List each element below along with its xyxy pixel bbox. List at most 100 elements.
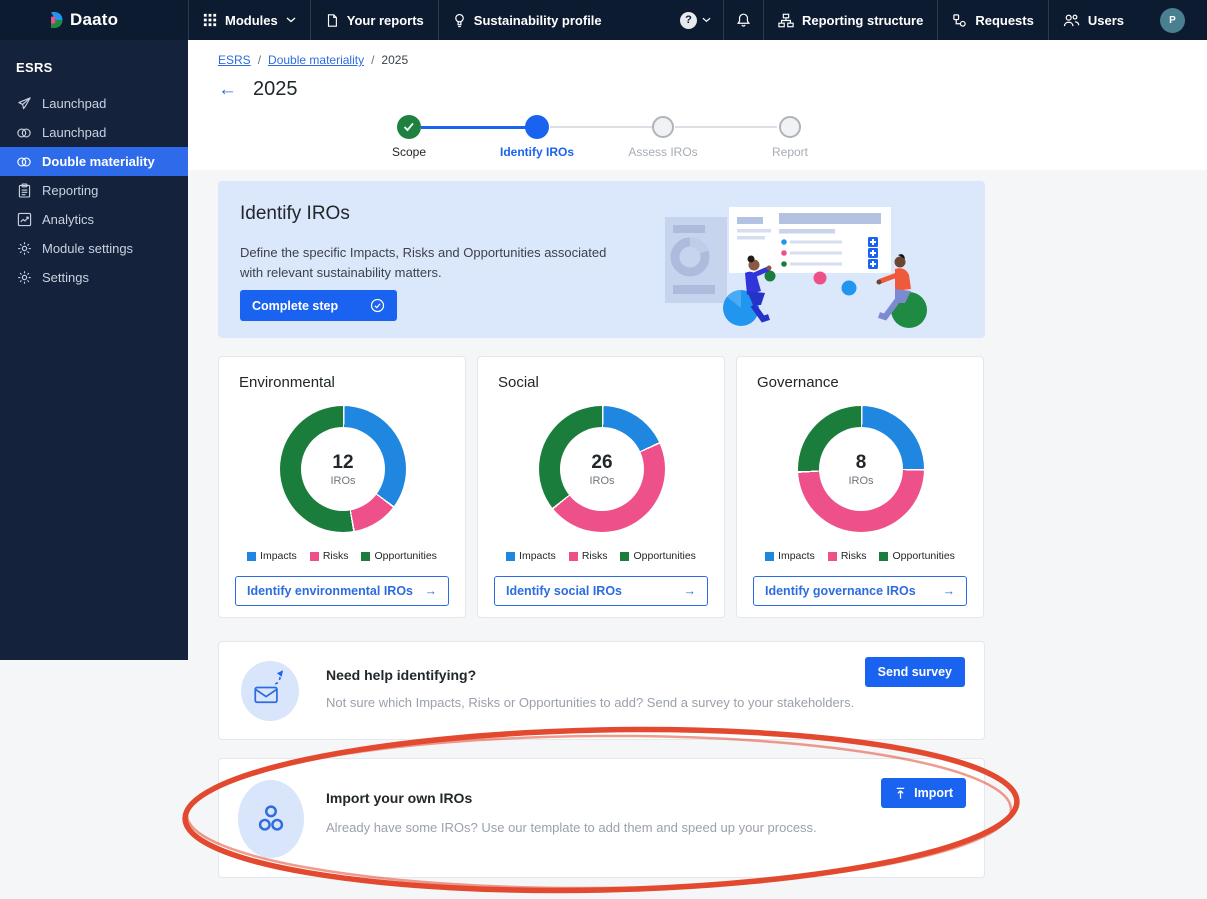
nav-users[interactable]: Users (1047, 0, 1138, 40)
identify-environmental-iros-button[interactable]: Identify environmental IROs → (235, 576, 449, 606)
clipboard-icon (16, 183, 32, 198)
identify-governance-iros-button[interactable]: Identify governance IROs → (753, 576, 967, 606)
legend-swatch-risks (827, 551, 837, 561)
help-card-title: Need help identifying? (326, 667, 477, 683)
survey-help-card: Need help identifying? Not sure which Im… (218, 641, 985, 740)
breadcrumb: ESRS / Double materiality / 2025 (218, 53, 408, 67)
check-icon (403, 122, 414, 132)
social-card: Social 26 IROs Impacts Risks Opportuniti… (477, 356, 725, 618)
sidebar-item-reporting[interactable]: Reporting (0, 176, 188, 205)
environmental-donut-chart: 12 IROs (280, 406, 406, 532)
banner-description: Define the specific Impacts, Risks and O… (240, 245, 607, 281)
import-iros-card: Import your own IROs Already have some I… (218, 758, 985, 878)
upload-icon (896, 787, 905, 799)
sidebar-item-double-materiality[interactable]: Double materiality (0, 147, 188, 176)
step-report-circle[interactable] (779, 116, 801, 138)
report-document-icon (325, 13, 339, 28)
sidebar-item-label: Module settings (42, 241, 134, 256)
identify-social-iros-button[interactable]: Identify social IROs → (494, 576, 708, 606)
help-icon: ? (679, 11, 697, 29)
mail-survey-icon (241, 661, 299, 721)
iro-count-label: IROs (848, 474, 874, 487)
chart-legend: Impacts Risks Opportunities (219, 550, 465, 562)
card-title: Social (498, 374, 539, 391)
bell-icon (737, 13, 750, 27)
stepper-connector-done (421, 125, 527, 129)
card-title: Environmental (239, 374, 335, 391)
requests-icon (952, 13, 967, 28)
sidebar-item-label: Launchpad (42, 96, 107, 111)
users-icon (1063, 13, 1080, 28)
nav-requests[interactable]: Requests (937, 0, 1048, 40)
sidebar-item-launchpad-1[interactable]: Launchpad (0, 89, 188, 118)
app-logo[interactable]: Daato (0, 0, 188, 40)
notifications-button[interactable] (722, 0, 763, 40)
lightbulb-icon (453, 13, 466, 28)
banner-title: Identify IROs (240, 203, 350, 224)
page-header: ESRS / Double materiality / 2025 ← 2025 … (188, 40, 1207, 170)
stepper-connector (550, 126, 652, 128)
grid-icon (203, 13, 217, 27)
page-title: 2025 (253, 78, 298, 100)
step-assess-iros-circle[interactable] (652, 116, 674, 138)
sidebar-section-label: ESRS (16, 60, 53, 75)
nav-sustainability-profile[interactable]: Sustainability profile (437, 0, 616, 40)
daato-logo-icon (48, 11, 63, 29)
arrow-right-icon: → (424, 584, 438, 598)
legend-label: Opportunities (374, 550, 437, 562)
legend-swatch-opportunities (879, 551, 889, 561)
nav-modules-label: Modules (225, 12, 278, 28)
sidebar-item-analytics[interactable]: Analytics (0, 205, 188, 234)
legend-swatch-risks (568, 551, 578, 561)
nav-reporting-structure-label: Reporting structure (801, 12, 924, 28)
legend-swatch-impacts (506, 551, 516, 561)
legend-swatch-opportunities (361, 551, 371, 561)
iro-count: 26 (591, 451, 613, 473)
import-card-description: Already have some IROs? Use our template… (326, 820, 817, 835)
help-menu[interactable]: ? (668, 0, 723, 40)
arrow-right-icon: → (683, 584, 697, 598)
breadcrumb-link-esrs[interactable]: ESRS (218, 53, 251, 67)
step-identify-iros-circle[interactable] (525, 115, 549, 139)
send-survey-button[interactable]: Send survey (864, 657, 965, 687)
nav-your-reports-label: Your reports (346, 12, 424, 28)
sidebar-item-launchpad-2[interactable]: Launchpad (0, 118, 188, 147)
sidebar-item-settings[interactable]: Settings (0, 263, 188, 292)
legend-swatch-opportunities (620, 551, 630, 561)
teamwork-illustration (665, 207, 927, 328)
iro-count-label: IROs (589, 474, 615, 487)
complete-step-button[interactable]: Complete step (240, 290, 397, 321)
nav-reporting-structure[interactable]: Reporting structure (762, 0, 937, 40)
complete-step-label: Complete step (252, 298, 339, 313)
legend-label: Risks (840, 550, 867, 562)
step-scope-circle[interactable] (397, 115, 421, 139)
sidebar-item-module-settings[interactable]: Module settings (0, 234, 188, 263)
chart-legend: Impacts Risks Opportunities (478, 550, 724, 562)
nav-your-reports[interactable]: Your reports (309, 0, 438, 40)
double-circles-icon (16, 127, 32, 139)
breadcrumb-current: 2025 (381, 53, 409, 67)
avatar[interactable]: P (1160, 7, 1185, 33)
back-button[interactable]: ← (218, 79, 237, 100)
nav-modules[interactable]: Modules (188, 0, 310, 40)
environmental-card: Environmental 12 IROs Impacts Risks Oppo… (218, 356, 466, 618)
chart-legend: Impacts Risks Opportunities (737, 550, 983, 562)
card-title: Governance (757, 374, 839, 391)
import-button[interactable]: Import (881, 778, 966, 808)
button-label: Identify governance IROs (765, 584, 916, 598)
button-label: Identify social IROs (506, 584, 623, 598)
logo-text: Daato (70, 10, 119, 29)
nav-sustainability-profile-label: Sustainability profile (473, 12, 602, 28)
breadcrumb-separator: / (257, 53, 262, 67)
chevron-down-icon (702, 17, 711, 23)
button-label: Identify environmental IROs (247, 584, 414, 598)
breadcrumb-link-double-materiality[interactable]: Double materiality (268, 53, 365, 67)
line-chart-icon (16, 212, 32, 227)
identify-iros-banner: Identify IROs Define the specific Impact… (218, 181, 985, 338)
top-navbar: Daato Modules Your reports Sustainab (0, 0, 1207, 40)
nav-users-label: Users (1087, 12, 1124, 28)
step-label-assess-iros: Assess IROs (628, 145, 698, 159)
iro-count-label: IROs (330, 474, 356, 487)
step-label-identify-iros: Identify IROs (499, 145, 575, 159)
org-structure-icon (778, 13, 794, 28)
